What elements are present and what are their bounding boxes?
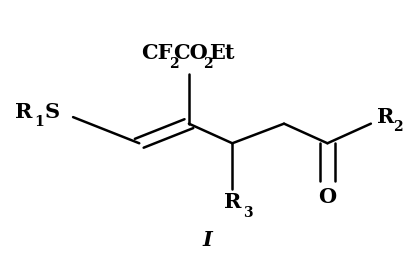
Text: CO: CO [173,43,208,63]
Text: 2: 2 [203,57,212,71]
Text: I: I [203,230,212,250]
Text: R: R [377,107,394,127]
Text: 2: 2 [393,120,403,134]
Text: Et: Et [209,43,235,63]
Text: CF: CF [142,43,173,63]
Text: O: O [318,187,337,207]
Text: 2: 2 [169,57,178,71]
Text: 1: 1 [34,115,44,129]
Text: R: R [224,192,241,212]
Text: R: R [15,102,32,122]
Text: 3: 3 [243,206,253,220]
Text: S: S [45,102,60,122]
